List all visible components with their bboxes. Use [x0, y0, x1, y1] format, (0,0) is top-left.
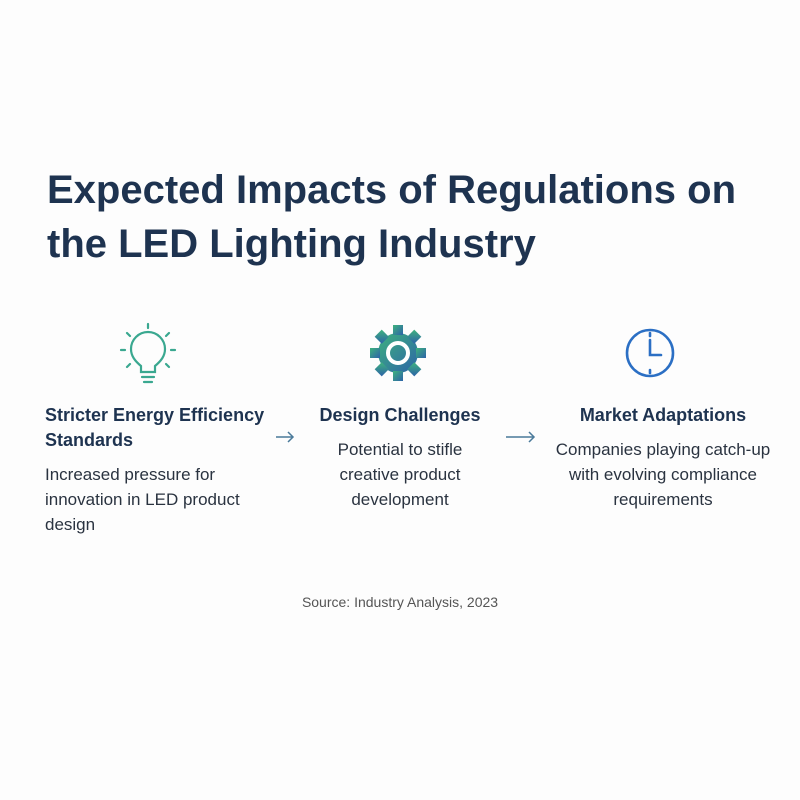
step-description: Increased pressure for innovation in LED…	[45, 465, 240, 534]
step-title: Stricter Energy Efficiency Standards	[45, 405, 265, 450]
gear-icon	[370, 325, 426, 381]
step-title: Market Adaptations	[579, 405, 747, 425]
step-description: Potential to stifle creative product dev…	[337, 440, 463, 509]
lightbulb-icon	[119, 322, 177, 384]
title: Expected Impacts of Regulations on the L…	[47, 168, 737, 266]
step-description: Companies playing catch-up with evolving…	[555, 440, 771, 509]
source-note: Source: Industry Analysis, 2023	[301, 594, 499, 610]
clock-icon	[625, 328, 675, 378]
step-title: Design Challenges	[319, 405, 481, 425]
arrow	[276, 431, 295, 443]
arrow	[506, 431, 536, 443]
